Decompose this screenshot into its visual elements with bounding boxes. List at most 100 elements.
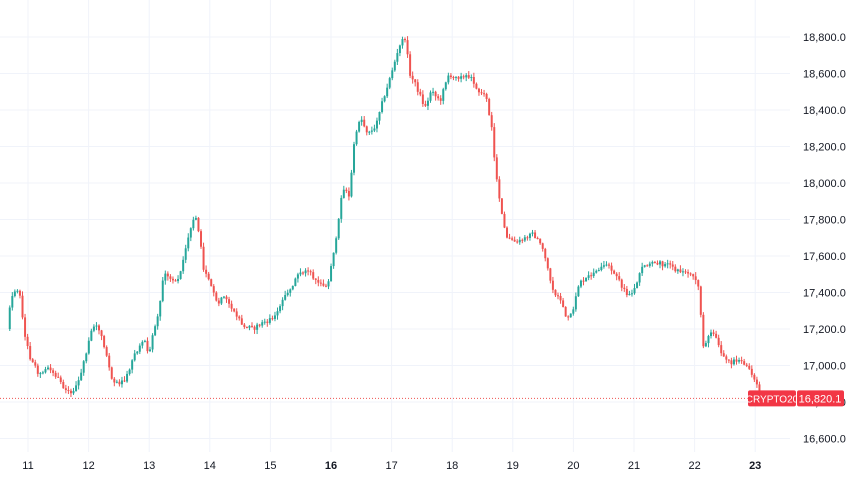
x-tick-label: 12 [82, 460, 94, 472]
candle-down [212, 286, 215, 293]
candle-up [579, 280, 582, 287]
x-tick-label: 23 [749, 460, 761, 472]
candle-up [664, 264, 667, 267]
candle-down [483, 93, 486, 95]
y-tick-label: 17,800.0 [803, 215, 846, 227]
y-tick-label: 17,000.0 [803, 361, 846, 373]
candle-down [34, 362, 37, 366]
candle-up [381, 101, 384, 113]
candle-up [47, 367, 50, 370]
candle-down [52, 370, 55, 373]
candle-up [154, 326, 157, 336]
candle-down [618, 276, 621, 280]
candle-down [100, 330, 103, 337]
candle-down [712, 332, 715, 334]
candle-down [414, 79, 417, 83]
candle-down [324, 285, 327, 287]
candle-down [715, 333, 718, 338]
candle-down [753, 374, 756, 380]
candle-down [225, 296, 228, 300]
candle-up [164, 273, 167, 281]
candle-up [350, 172, 353, 197]
candle-up [330, 266, 333, 282]
candle-down [18, 290, 21, 296]
candle-up [470, 77, 473, 79]
y-tick-label: 18,800.0 [803, 32, 846, 44]
candle-down [620, 279, 623, 288]
candle-up [651, 262, 654, 264]
x-tick-label: 14 [204, 460, 216, 472]
candle-down [653, 262, 656, 264]
x-tick-label: 20 [567, 460, 579, 472]
candle-down [740, 360, 743, 362]
candle-up [289, 289, 292, 293]
candle-down [205, 269, 208, 274]
x-tick-label: 21 [628, 460, 640, 472]
candle-down [539, 238, 542, 244]
candle-down [437, 96, 440, 99]
candle-down [462, 76, 465, 78]
candle-down [245, 327, 248, 329]
candle-down [258, 324, 261, 326]
candle-up [574, 296, 577, 310]
candle-down [534, 232, 537, 239]
candle-up [342, 189, 345, 198]
candle-up [648, 263, 651, 266]
candle-down [233, 308, 236, 312]
candle-up [332, 252, 335, 267]
candle-down [557, 295, 560, 297]
candle-down [174, 280, 177, 282]
candle-up [184, 248, 187, 260]
candle-up [141, 341, 144, 346]
candle-down [31, 359, 34, 363]
candle-down [699, 286, 702, 315]
candle-up [335, 238, 338, 253]
x-tick-label: 16 [325, 460, 337, 472]
candle-down [541, 243, 544, 249]
candle-up [179, 271, 182, 279]
candle-up [304, 270, 307, 274]
candle-down [49, 367, 52, 371]
candle-down [123, 380, 126, 382]
y-tick-label: 17,600.0 [803, 251, 846, 263]
candle-down [743, 361, 746, 365]
candle-down [452, 76, 455, 78]
candle-down [312, 272, 315, 279]
candle-down [238, 316, 241, 319]
candle-up [597, 269, 600, 271]
candle-down [562, 300, 565, 307]
candle-down [309, 271, 312, 273]
candle-down [526, 237, 529, 239]
candle-down [228, 299, 231, 304]
candle-up [572, 309, 575, 314]
candle-down [750, 368, 753, 375]
candle-up [120, 380, 123, 385]
candle-down [118, 381, 121, 385]
candle-down [694, 276, 697, 281]
y-tick-label: 17,400.0 [803, 288, 846, 300]
symbol-label: CRYPTO20 [746, 394, 799, 405]
candle-down [490, 115, 493, 128]
candle-up [360, 119, 363, 122]
candle-up [151, 335, 154, 350]
candle-up [286, 292, 289, 296]
candle-down [613, 270, 616, 274]
candle-down [516, 241, 519, 243]
y-tick-label: 18,200.0 [803, 142, 846, 154]
candle-up [75, 385, 78, 391]
candle-up [189, 228, 192, 238]
x-tick-label: 15 [264, 460, 276, 472]
candle-down [404, 39, 407, 41]
candle-down [207, 273, 210, 280]
candle-down [253, 326, 256, 330]
candle-down [416, 82, 419, 92]
last-price-badge [797, 390, 844, 407]
candle-down [656, 262, 659, 265]
candle-down [661, 261, 664, 267]
candle-up [131, 360, 134, 370]
candle-up [82, 361, 85, 373]
candle-up [636, 282, 639, 289]
candle-up [638, 273, 641, 283]
